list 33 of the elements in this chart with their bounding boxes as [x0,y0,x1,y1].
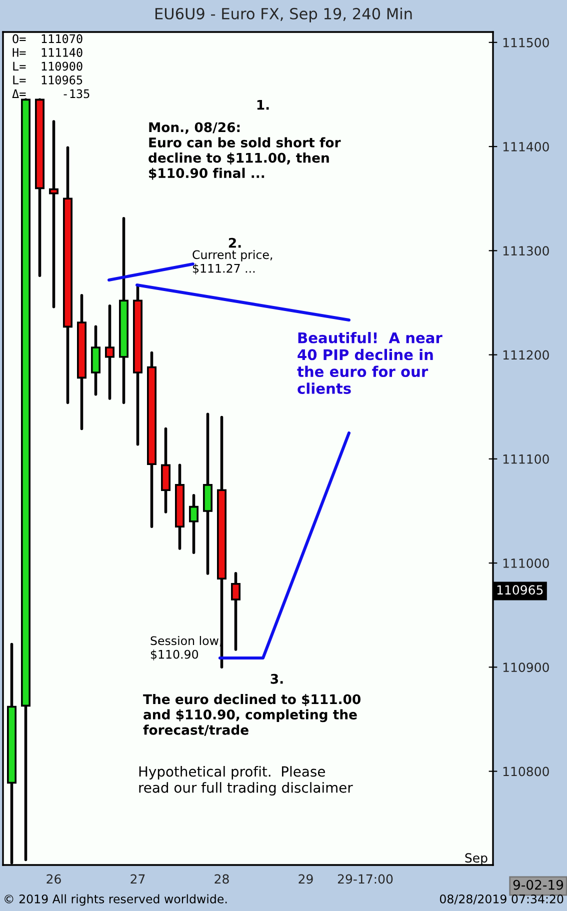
annotation: Sep [465,853,488,866]
x-tick-label: 28 [214,874,229,884]
text: 9-02-19 [513,880,564,890]
candlestick [230,572,241,651]
y-tick-label: 110900 [503,662,549,672]
annotation: 2. [228,238,241,248]
annotation: 1. [257,100,269,110]
y-tick-label: 111500 [503,38,549,48]
candlestick [188,494,199,554]
annotation: Mon., 08/26: Euro can be sold short for decline to $111.00, then $110.90 final ... [148,122,341,180]
annotation: Beautiful! A near 40 PIP decline in the euro for our clients [297,332,442,394]
candlestick [48,120,59,308]
y-tick-label: 111300 [503,246,549,256]
y-tick-label: 111000 [503,558,549,568]
y-tick-label: 111200 [503,350,549,360]
text: 08/28/2019 07:34:20 [440,894,564,904]
annotation: Session low, $110.90 [150,636,222,660]
x-tick-label: 26 [46,874,61,884]
chart-title: EU6U9 - Euro FX, Sep 19, 240 Min [155,8,412,22]
text: © 2019 All rights reserved worldwide. [4,894,227,906]
annotation: 3. [270,674,283,684]
x-tick-label: 29 [298,874,313,884]
annotation: Hypothetical profit. Please read our full trading disclaimer [139,766,353,796]
text: 110965 [497,585,543,595]
candlestick [104,304,115,400]
annotation: O= 111070 H= 111140 L= 110900 L= 110965 Δ= -135 [12,34,90,98]
y-tick-label: 110800 [503,766,549,776]
x-tick-label: 29-17:00 [338,874,393,884]
annotation: Current price, $111.27 ... [192,250,272,274]
annotation: The euro declined to $111.00 and $110.90, completing the forecast/trade [143,694,361,736]
x-tick-label: 27 [130,874,145,884]
y-tick-label: 111100 [503,454,549,464]
y-tick-label: 111400 [503,142,549,152]
